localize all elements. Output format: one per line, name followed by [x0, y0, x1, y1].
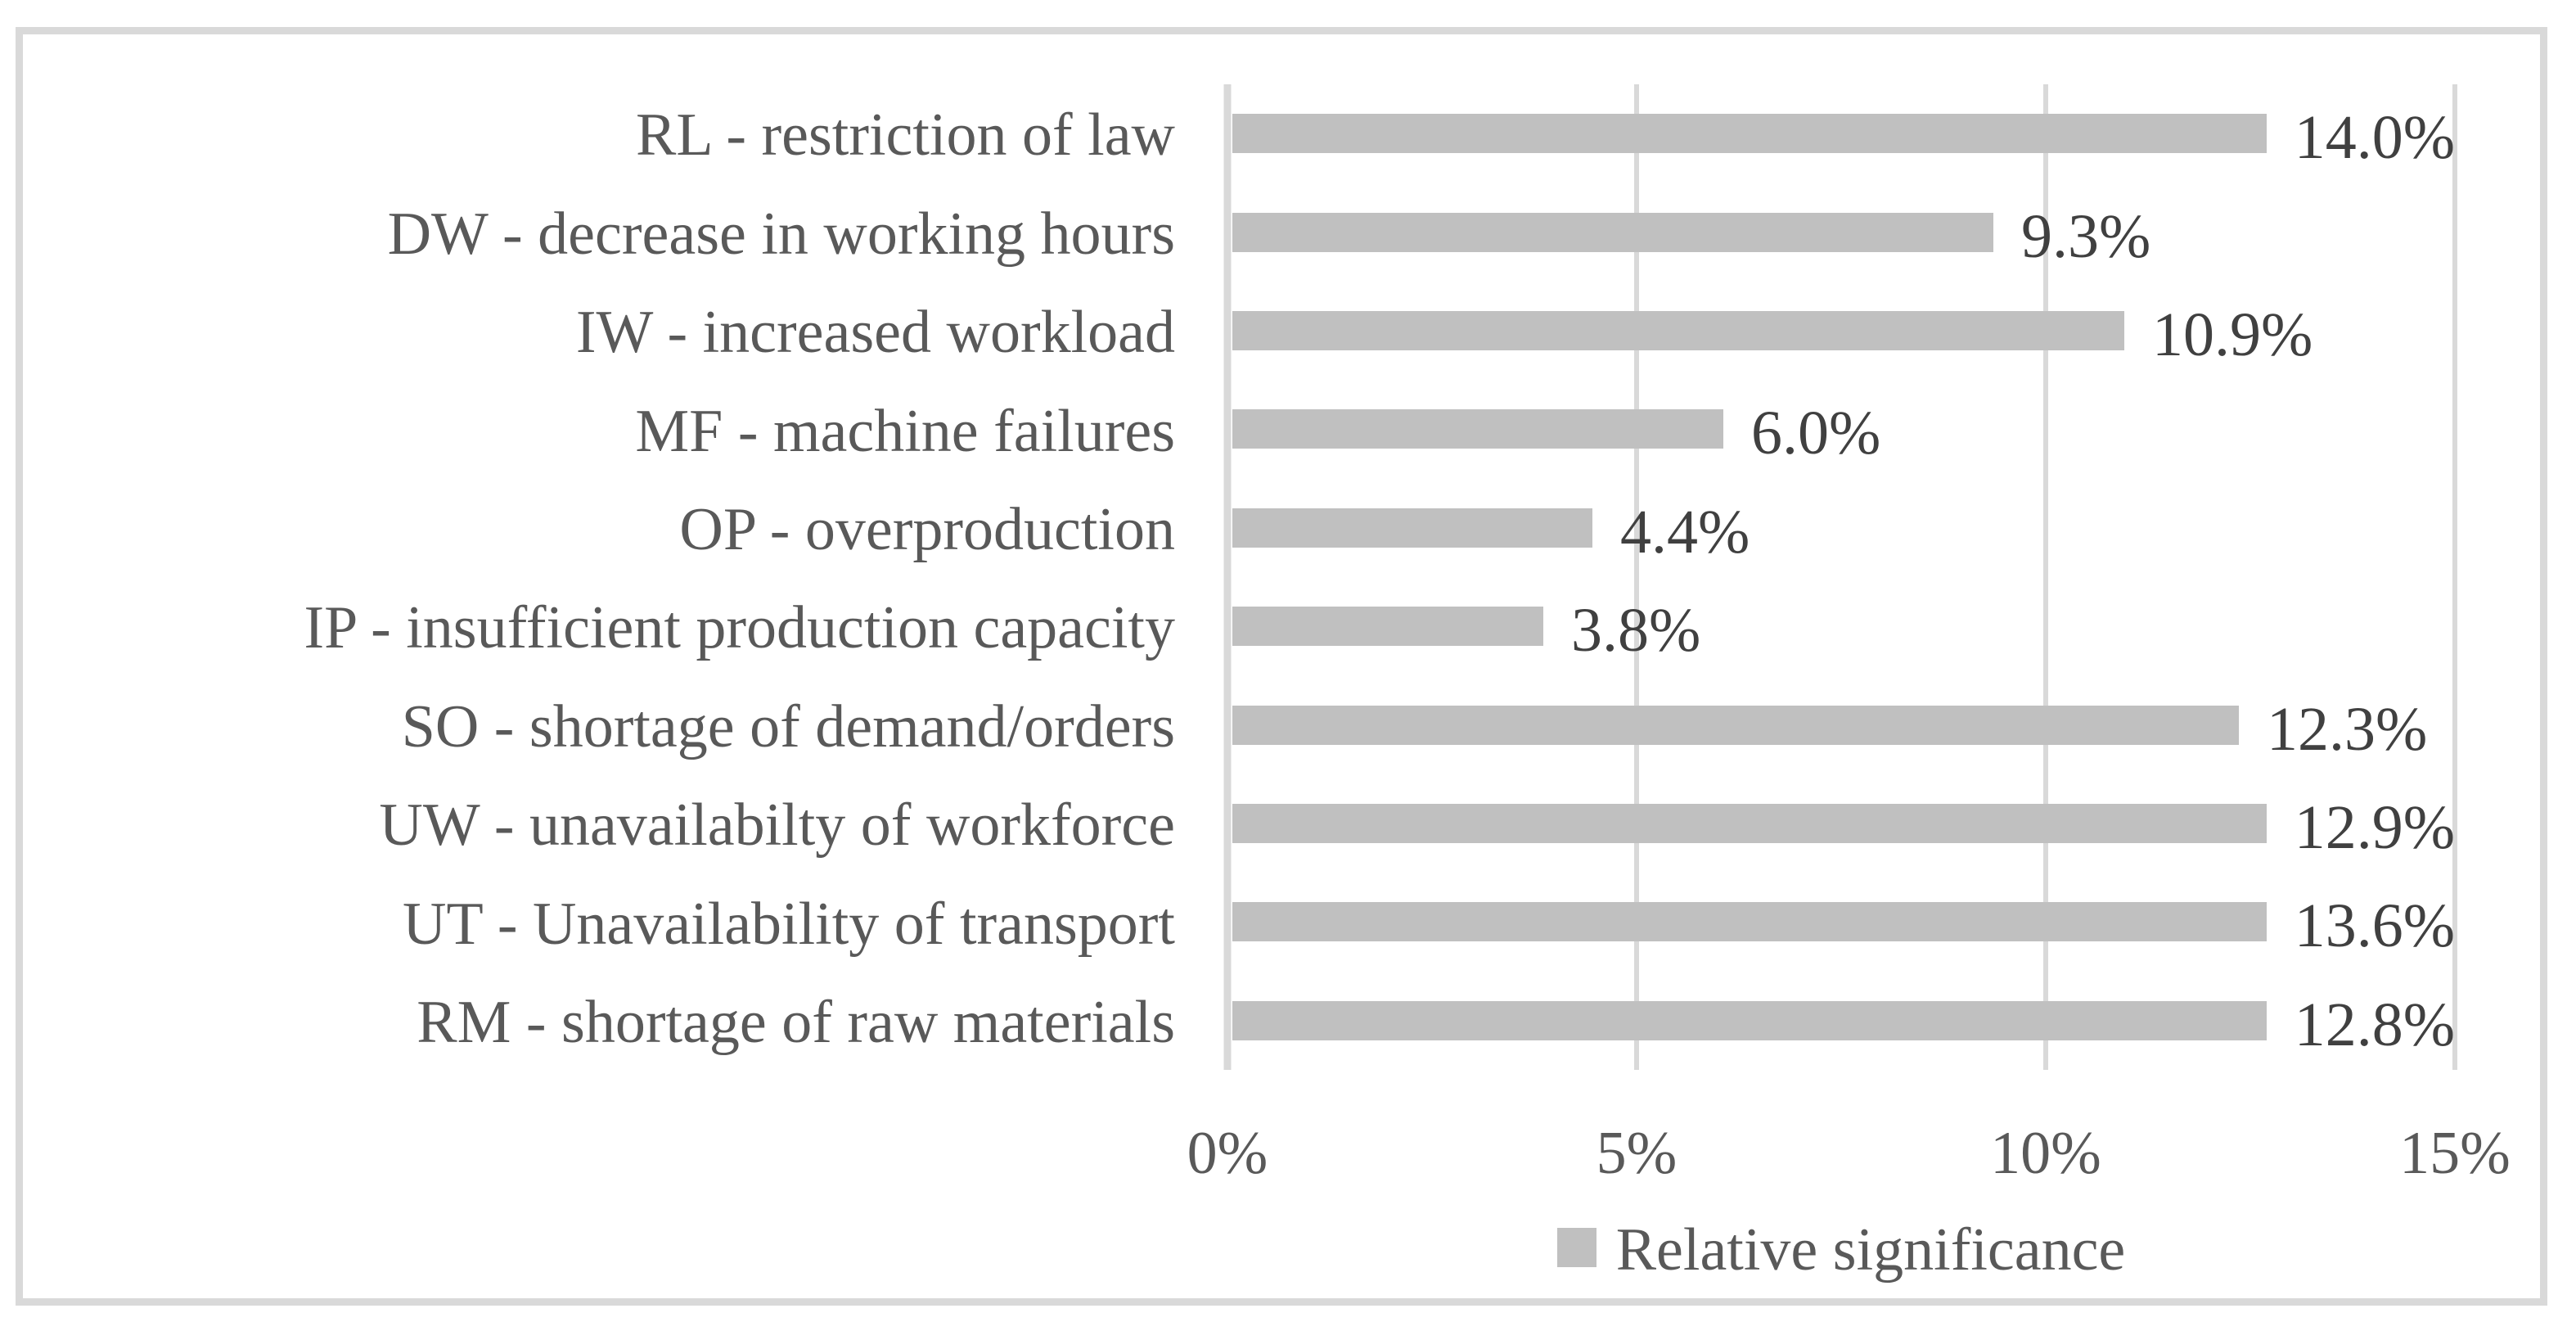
data-label: 4.4% [1620, 497, 1750, 566]
bar-dw [1232, 212, 1993, 252]
data-label: 14.0% [2294, 103, 2455, 173]
category-label: RM - shortage of raw materials [417, 989, 1175, 1057]
gridline-5% [1634, 84, 1639, 1070]
data-label: 12.3% [2267, 694, 2428, 764]
x-tick-label: 5% [1596, 1120, 1678, 1187]
legend-label: Relative significance [1615, 1216, 2126, 1284]
category-label: MF - machine failures [635, 397, 1175, 465]
bar-iw [1232, 311, 2124, 351]
category-label: UW - unavailabilty of workforce [379, 792, 1175, 860]
gridline-0% [1223, 84, 1232, 1070]
legend-swatch-icon [1556, 1228, 1596, 1267]
category-label: DW - decrease in working hours [387, 200, 1175, 268]
category-label: RL - restriction of law [636, 102, 1175, 169]
x-tick-label: 0% [1187, 1120, 1268, 1187]
bar-row: 13.6% [1227, 873, 2455, 971]
category-row: UW - unavailabilty of workforce [33, 774, 1175, 873]
category-axis-labels: RL - restriction of law DW - decrease in … [33, 84, 1175, 1070]
category-row: IW - increased workload [33, 282, 1175, 380]
bar-ut [1232, 902, 2267, 942]
value-axis: 0% 5% 10% 15% [1187, 1120, 2511, 1197]
bar-row: 14.0% [1227, 84, 2455, 183]
data-label: 10.9% [2152, 300, 2313, 370]
category-row: RL - restriction of law [33, 84, 1175, 183]
category-row: RM - shortage of raw materials [33, 972, 1175, 1070]
gridline-10% [2043, 84, 2048, 1070]
data-label: 12.8% [2294, 990, 2455, 1059]
category-label: IP - insufficient production capacity [304, 594, 1175, 662]
data-label: 6.0% [1751, 399, 1881, 468]
bar-mf [1232, 409, 1723, 449]
data-label: 3.8% [1571, 596, 1701, 666]
bar-row: 3.8% [1227, 577, 2455, 675]
category-label: OP - overproduction [679, 495, 1175, 563]
bar-row: 12.9% [1227, 774, 2455, 873]
bar-row: 9.3% [1227, 183, 2455, 281]
bar-rm [1232, 1000, 2267, 1040]
category-label: SO - shortage of demand/orders [401, 693, 1175, 760]
bar-row: 10.9% [1227, 282, 2455, 380]
category-row: IP - insufficient production capacity [33, 577, 1175, 675]
bar-uw [1232, 804, 2267, 844]
category-row: OP - overproduction [33, 479, 1175, 577]
data-label: 12.9% [2294, 793, 2455, 863]
category-row: MF - machine failures [33, 380, 1175, 478]
bar-op [1232, 508, 1592, 548]
bar-so [1232, 705, 2239, 745]
category-row: UT - Unavailability of transport [33, 873, 1175, 971]
category-label: UT - Unavailability of transport [403, 890, 1175, 958]
plot-area: 14.0% 9.3% 10.9% 6.0% 4.4% 3.8% 12.3% 12.9% 13.6… [1223, 84, 2457, 1070]
bar-series: 14.0% 9.3% 10.9% 6.0% 4.4% 3.8% 12.3% 12.9% 13.6… [1227, 84, 2455, 1070]
data-label: 9.3% [2021, 201, 2151, 271]
category-label: IW - increased workload [575, 299, 1175, 367]
data-label: 13.6% [2294, 891, 2455, 961]
bar-rl [1232, 114, 2267, 154]
category-row: SO - shortage of demand/orders [33, 675, 1175, 774]
bar-row: 6.0% [1227, 380, 2455, 478]
bar-row: 12.3% [1227, 675, 2455, 774]
gridline-15% [2452, 84, 2457, 1070]
x-tick-label: 10% [1990, 1120, 2101, 1187]
bar-row: 4.4% [1227, 479, 2455, 577]
bar-ip [1232, 607, 1543, 647]
legend: Relative significance [1227, 1210, 2455, 1285]
x-tick-label: 15% [2399, 1120, 2511, 1187]
bar-row: 12.8% [1227, 972, 2455, 1070]
category-row: DW - decrease in working hours [33, 183, 1175, 281]
